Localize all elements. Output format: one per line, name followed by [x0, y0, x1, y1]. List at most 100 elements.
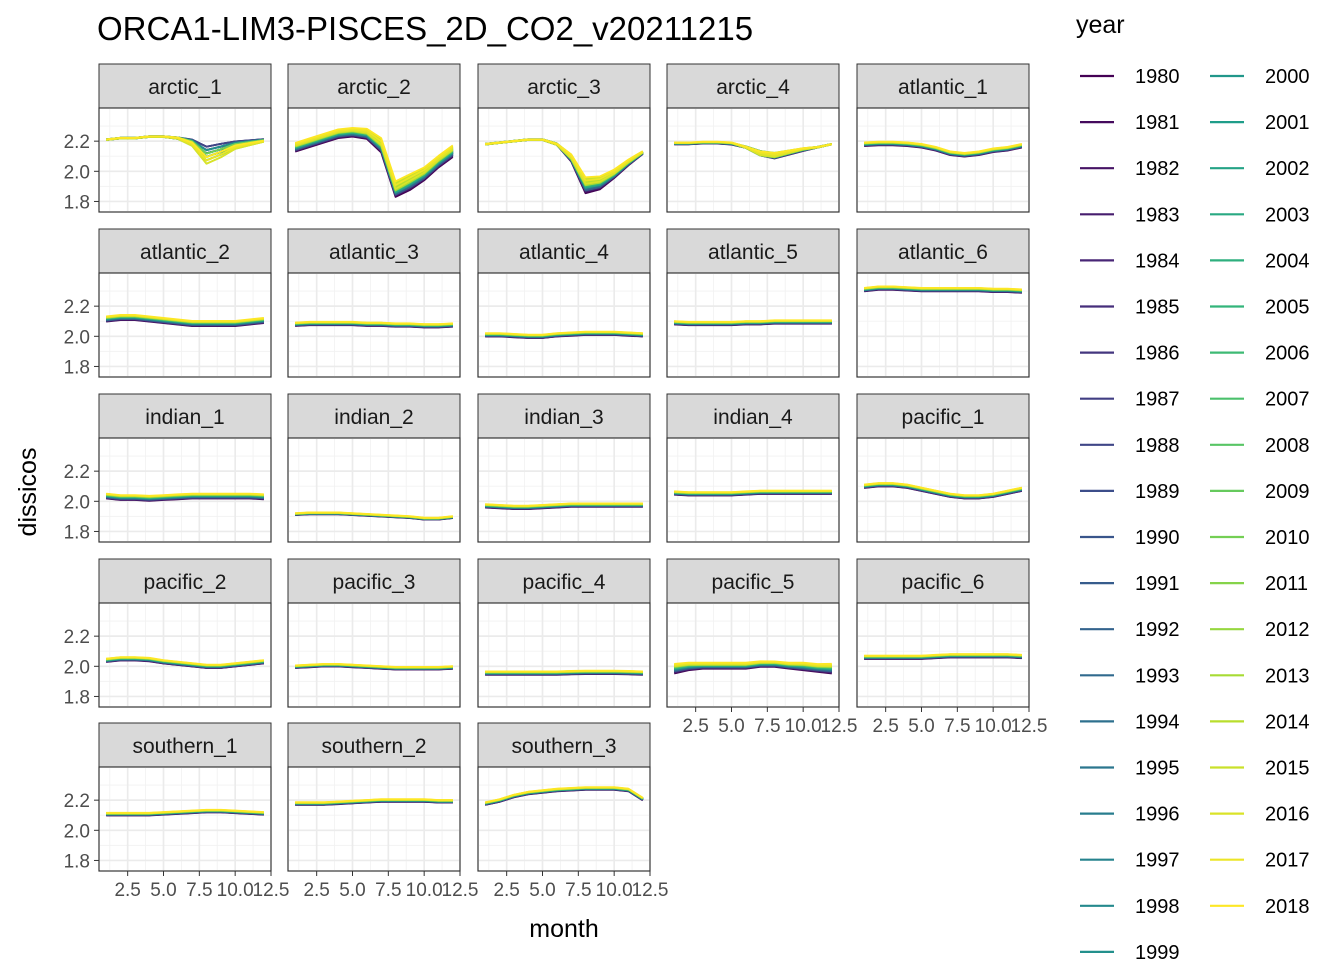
- panel-border: [287, 602, 461, 708]
- panel-border: [287, 766, 461, 872]
- legend-label: 1997: [1135, 850, 1180, 872]
- y-axis-title: dissicos: [14, 448, 42, 537]
- legend-item-1997: 1997: [1080, 850, 1180, 872]
- legend-item-1986: 1986: [1080, 343, 1180, 365]
- series-line-2018: [864, 140, 1022, 154]
- series-line-2018: [295, 511, 453, 519]
- facet-label: indian_2: [334, 406, 413, 429]
- series-line-2018: [674, 660, 832, 665]
- x-tick-label: 10.0: [406, 880, 443, 901]
- legend-label: 1994: [1135, 711, 1180, 733]
- legend-item-2003: 2003: [1210, 204, 1310, 226]
- x-tick-label: 7.5: [186, 880, 212, 901]
- legend-label: 1993: [1135, 665, 1180, 687]
- legend-item-1984: 1984: [1080, 250, 1180, 272]
- facet-label: arctic_3: [527, 76, 601, 99]
- x-tick-label: 5.0: [718, 716, 744, 737]
- y-tick-label: 2.0: [64, 821, 90, 842]
- panel-border: [666, 272, 840, 378]
- legend-label: 1996: [1135, 804, 1180, 826]
- facet-label: atlantic_6: [898, 241, 988, 264]
- x-tick-label: 12.5: [821, 716, 858, 737]
- y-tick-label: 1.8: [64, 687, 90, 708]
- legend-item-2010: 2010: [1210, 527, 1310, 549]
- legend-item-2015: 2015: [1210, 758, 1310, 780]
- panel-border: [856, 107, 1030, 213]
- facet-label: arctic_2: [337, 76, 411, 99]
- facet-label: pacific_1: [902, 406, 985, 429]
- legend-label: 2004: [1265, 250, 1310, 272]
- panel-background: [98, 766, 272, 872]
- facet-panels: arctic_1 1.8 2.0 2.2 arctic_2 arctic_3 arctic_…: [64, 63, 1047, 901]
- series-line-2018: [106, 135, 264, 159]
- legend-label: 2012: [1265, 619, 1310, 641]
- legend-label: 1990: [1135, 527, 1180, 549]
- legend-label: 2010: [1265, 527, 1310, 549]
- series-line-2018: [106, 656, 264, 666]
- legend-label: 1983: [1135, 204, 1180, 226]
- series-line-2018: [106, 808, 264, 814]
- panel-border: [477, 107, 651, 213]
- series-line-2018: [294, 127, 454, 183]
- legend-label: 2009: [1265, 481, 1310, 503]
- x-tick-label: 5.0: [908, 716, 934, 737]
- series-line-2018: [485, 502, 643, 507]
- facet-strip: [287, 722, 461, 768]
- panel-background: [477, 272, 651, 378]
- legend-item-1980: 1980: [1080, 66, 1180, 88]
- legend-label: 2008: [1265, 435, 1310, 457]
- facet-pacific_6: pacific_6 2.5 5.0 7.5 10.012.5: [856, 558, 1047, 737]
- facet-label: pacific_3: [333, 571, 416, 594]
- facet-strip: [856, 393, 1030, 439]
- panel-border: [98, 602, 272, 708]
- panel-background: [98, 602, 272, 708]
- legend-item-2016: 2016: [1210, 804, 1310, 826]
- panel-border: [98, 766, 272, 872]
- facet-label: pacific_2: [144, 571, 227, 594]
- facet-pacific_3: pacific_3: [287, 558, 461, 708]
- facet-indian_4: indian_4: [666, 393, 840, 543]
- panel-border: [666, 437, 840, 543]
- legend-label: 1984: [1135, 250, 1180, 272]
- series-line-2018: [485, 330, 643, 336]
- series-line-2018: [864, 285, 1022, 291]
- facet-pacific_5: pacific_5 2.5 5.0 7.5 10.012.5: [666, 558, 858, 737]
- panel-border: [287, 437, 461, 543]
- series-line-2018: [864, 653, 1022, 657]
- legend-title: year: [1076, 11, 1125, 39]
- facet-atlantic_1: atlantic_1: [856, 63, 1030, 213]
- facet-southern_1: southern_1 1.8 2.0 2.2 2.5 5.0 7.5 10.012.5: [64, 722, 289, 901]
- x-tick-label: 10.0: [596, 880, 633, 901]
- legend-item-1985: 1985: [1080, 297, 1180, 319]
- panel-background: [477, 766, 651, 872]
- legend-label: 2007: [1265, 389, 1310, 411]
- panel-background: [856, 437, 1030, 543]
- x-tick-label: 7.5: [754, 716, 780, 737]
- panel-border: [477, 602, 651, 708]
- panel-border: [856, 437, 1030, 543]
- panel-border: [477, 766, 651, 872]
- facet-strip: [287, 63, 461, 109]
- legend-item-2011: 2011: [1210, 573, 1308, 595]
- panel-border: [856, 272, 1030, 378]
- legend-label: 1981: [1135, 112, 1180, 134]
- panel-border: [287, 272, 461, 378]
- legend-label: 2016: [1265, 804, 1310, 826]
- panel-border: [666, 107, 840, 213]
- panel-background: [287, 602, 461, 708]
- series-line-2018: [295, 663, 453, 668]
- legend-label: 1980: [1135, 66, 1180, 88]
- legend-item-2002: 2002: [1210, 158, 1310, 180]
- panel-background: [287, 766, 461, 872]
- legend-item-1998: 1998: [1080, 896, 1180, 918]
- legend-label: 1995: [1135, 758, 1180, 780]
- legend-item-1983: 1983: [1080, 204, 1180, 226]
- legend-item-1988: 1988: [1080, 435, 1180, 457]
- legend-item-1995: 1995: [1080, 758, 1180, 780]
- series-line-2018: [674, 319, 832, 323]
- x-axis-title: month: [529, 915, 598, 943]
- series-line-2018: [485, 669, 643, 673]
- x-tick-label: 12.5: [632, 880, 669, 901]
- panel-border: [477, 437, 651, 543]
